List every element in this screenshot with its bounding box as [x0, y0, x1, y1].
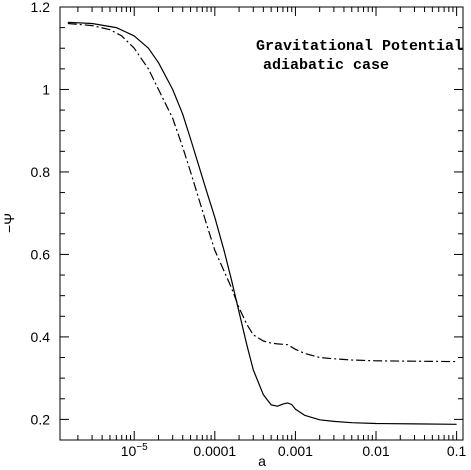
- x-axis-label: a: [258, 453, 266, 469]
- y-tick-label: 0.2: [31, 411, 51, 427]
- y-tick-label: 1.2: [31, 0, 51, 15]
- y-tick-label: 0.6: [31, 246, 51, 262]
- y-axis-label: −Ψ: [1, 213, 17, 233]
- series-layer: [67, 21, 457, 425]
- x-tick-label: 0.1: [447, 443, 467, 459]
- annotation-line-1: Gravitational Potential: [256, 38, 463, 55]
- axis-ticks: [60, 6, 463, 441]
- annotation-line-2: adiabatic case: [263, 57, 389, 74]
- x-tick-label: 0.01: [362, 443, 389, 459]
- tick-labels: 10−5 0.0001 0.001 0.01 0.1 0.2 0.4 0.6 0.8 1 1.2: [31, 0, 467, 459]
- y-tick-label: 0.4: [31, 329, 51, 345]
- series-line-1: [67, 21, 457, 425]
- series-line-2: [67, 22, 457, 363]
- y-tick-label: 0.8: [31, 164, 51, 180]
- x-tick-label: 0.0001: [193, 443, 236, 459]
- x-tick-label: 10−5: [121, 442, 148, 459]
- y-tick-label: 1: [42, 81, 50, 97]
- plot-frame: [59, 6, 464, 441]
- x-tick-label: 0.001: [278, 443, 313, 459]
